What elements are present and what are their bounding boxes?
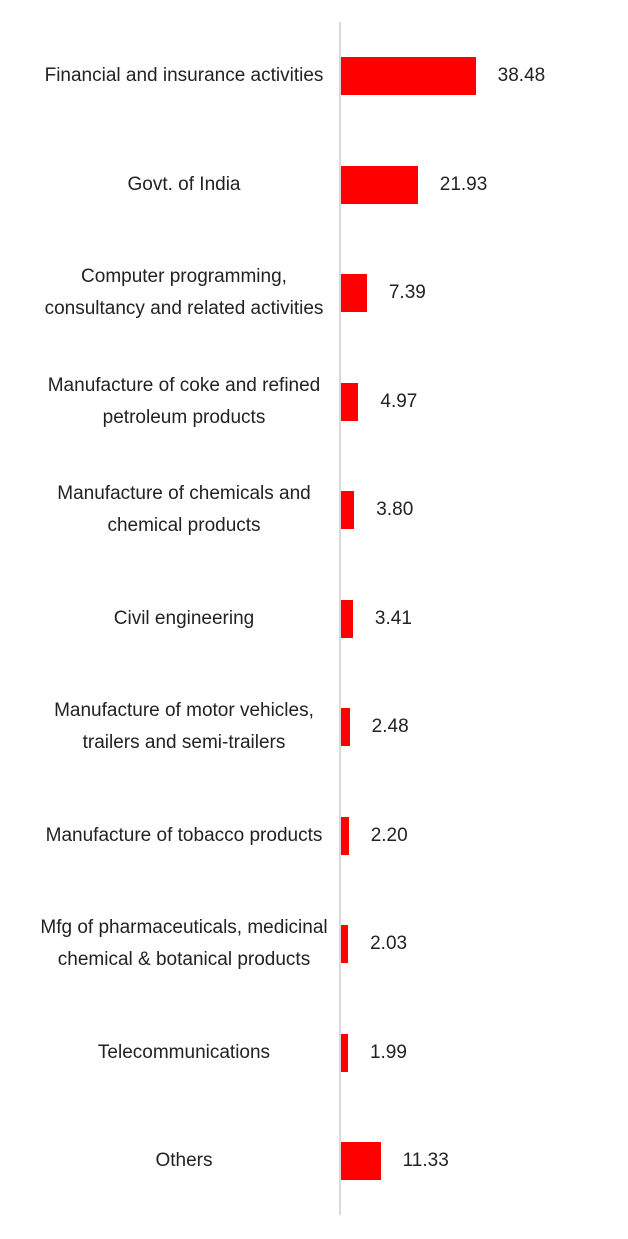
value-label: 1.99 [369,1041,407,1063]
value-label: 2.20 [370,824,408,846]
value-label: 3.80 [376,499,414,520]
category-label: Manufacture of tobacco products [45,824,323,846]
value-label: 21.93 [439,173,488,195]
bar [341,1033,348,1072]
bar [341,165,418,204]
bar [341,599,353,638]
category-label: Manufacture of chemicals and chemical pr… [57,483,311,536]
value-label: 2.48 [371,716,409,737]
category-label: Manufacture of motor vehicles, trailers … [54,700,314,753]
value-label: 4.97 [380,390,418,412]
bar [341,491,355,529]
category-label: Govt. of India [127,173,241,195]
category-label: Civil engineering [113,607,255,629]
category-label: Others [155,1150,213,1171]
category-label: Financial and insurance activities [44,65,324,86]
category-label: Computer programming, consultancy and re… [44,266,324,319]
bar [341,1142,381,1180]
value-label: 2.03 [370,933,408,954]
bar [341,925,349,963]
bar [341,816,349,855]
value-label: 11.33 [402,1150,449,1171]
category-label: Mfg of pharmaceuticals, medicinal chemic… [40,917,328,970]
bar [341,382,359,421]
bar [341,274,367,312]
bar [341,708,350,746]
value-label: 3.41 [374,607,412,629]
value-label: 7.39 [388,282,426,303]
axis-line [339,22,341,1215]
value-label: 38.48 [497,65,546,86]
category-label: Manufacture of coke and refined petroleu… [47,374,321,428]
category-label: Telecommunications [97,1041,271,1063]
bar [341,57,476,95]
